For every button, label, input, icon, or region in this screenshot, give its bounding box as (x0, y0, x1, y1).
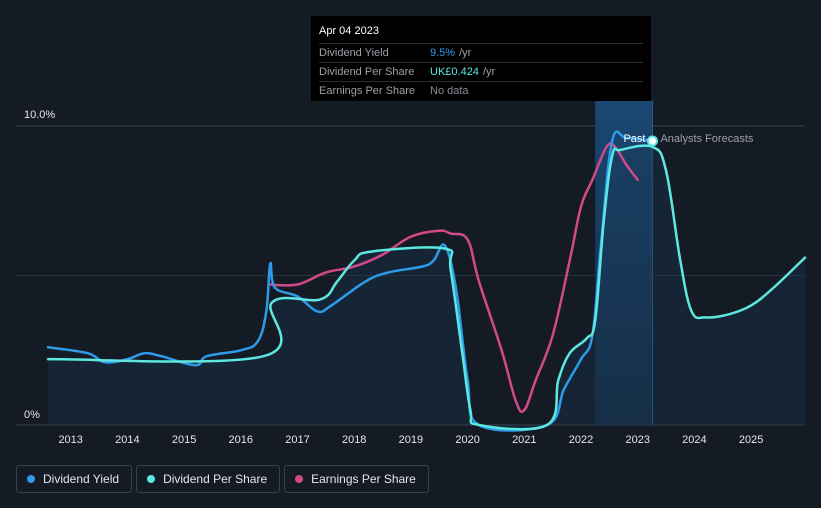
x-tick-label: 2025 (739, 434, 763, 446)
dividend-yield-dot-icon (27, 475, 35, 483)
tooltip-value: UK£0.424 (430, 66, 479, 78)
past-region (595, 101, 653, 425)
chart: 10.0% 0% 2013 2014 2015 2016 2017 2018 2019 2020 2… (16, 100, 807, 446)
dividend-yield-line (46, 130, 654, 432)
tooltip-row-dividend-yield: Dividend Yield 9.5% /yr (319, 43, 643, 62)
x-tick-label: 2018 (342, 434, 366, 446)
x-tick-label: 2022 (569, 434, 593, 446)
legend: Dividend Yield Dividend Per Share Earnin… (16, 465, 429, 493)
x-tick-label: 2021 (512, 434, 536, 446)
tooltip-unit: /yr (459, 47, 472, 59)
y-tick-label: 0% (24, 409, 40, 421)
tooltip-unit: /yr (482, 66, 496, 78)
legend-label: Earnings Per Share (311, 472, 416, 486)
tooltip-value: 9.5% (430, 47, 456, 59)
current-value-marker (646, 135, 658, 147)
earnings-per-share-line (267, 142, 639, 414)
tooltip-label: Earnings Per Share (319, 85, 415, 97)
past-label: Past (623, 133, 645, 145)
x-tick-label: 2019 (399, 434, 423, 446)
dividend-per-share-line (46, 144, 807, 431)
x-tick-label: 2017 (285, 434, 309, 446)
forecast-label: Analysts Forecasts (660, 133, 753, 145)
x-tick-label: 2013 (58, 434, 82, 446)
tooltip-label: Dividend Yield (319, 47, 389, 59)
legend-label: Dividend Yield (43, 472, 120, 486)
x-tick-label: 2020 (455, 434, 479, 446)
tooltip: Apr 04 2023 Dividend Yield 9.5% /yr Divi… (311, 16, 651, 101)
earnings-per-share-dot-icon (295, 475, 304, 483)
tooltip-row-dividend-per-share: Dividend Per Share UK£0.424 /yr (319, 62, 643, 81)
x-tick-label: 2014 (115, 434, 139, 446)
dividend-per-share-area (48, 145, 805, 430)
x-tick-label: 2016 (229, 434, 253, 446)
tooltip-row-earnings-per-share: Earnings Per Share No data (319, 81, 643, 100)
legend-item-dividend-yield[interactable]: Dividend Yield (16, 465, 133, 493)
legend-label: Dividend Per Share (163, 472, 268, 486)
tooltip-value: No data (430, 85, 469, 97)
tooltip-date: Apr 04 2023 (319, 25, 379, 37)
x-tick-label: 2024 (682, 434, 706, 446)
legend-item-earnings-per-share[interactable]: Earnings Per Share (284, 465, 429, 493)
dividend-per-share-dot-icon (147, 475, 156, 483)
legend-item-dividend-per-share[interactable]: Dividend Per Share (136, 465, 281, 493)
x-tick-label: 2015 (172, 434, 196, 446)
y-tick-label: 10.0% (24, 109, 55, 121)
x-tick-label: 2023 (625, 434, 649, 446)
tooltip-label: Dividend Per Share (319, 66, 415, 78)
